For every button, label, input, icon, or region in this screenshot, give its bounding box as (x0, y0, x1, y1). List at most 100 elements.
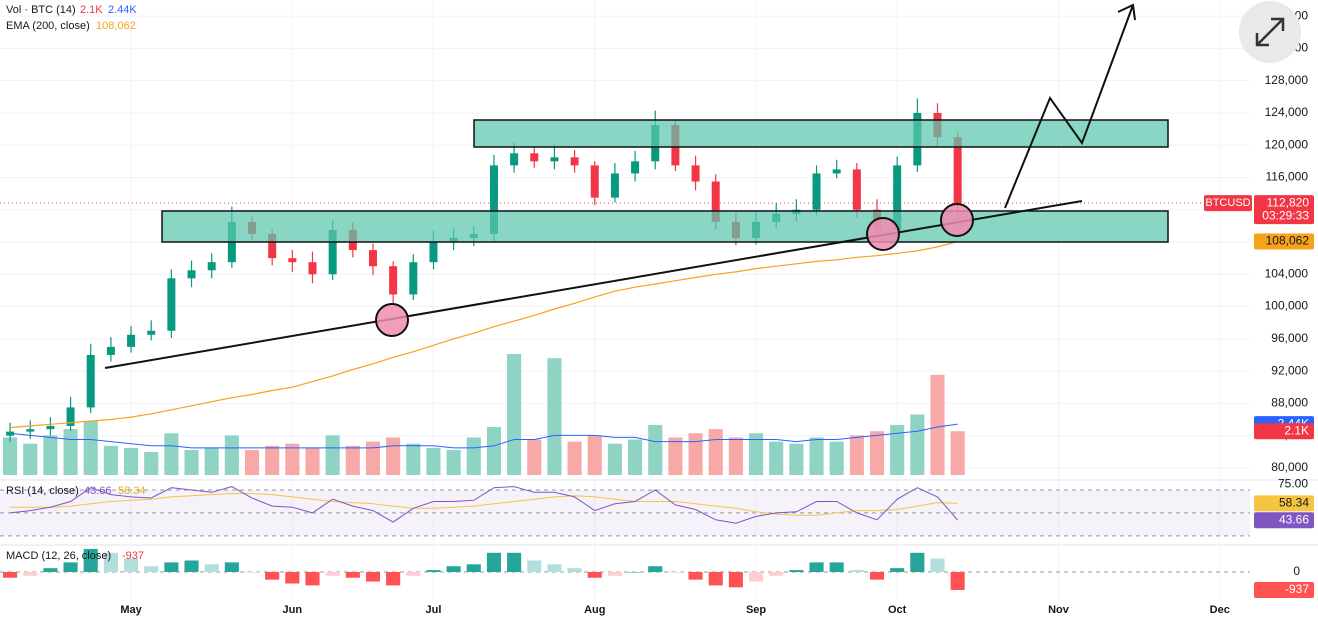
expand-icon[interactable] (1255, 17, 1285, 47)
candle-body (953, 137, 962, 204)
candle-body (550, 157, 559, 162)
y-tick-label: 116,000 (1266, 170, 1309, 184)
volume-bar (3, 437, 18, 475)
grid (0, 0, 1318, 600)
macd-histogram-bar (325, 571, 340, 576)
volume-bar (43, 435, 58, 475)
y-tick-label: 0 (1293, 564, 1300, 578)
candle-body (106, 346, 115, 355)
volume-bar (668, 437, 683, 475)
macd-badge-bg (1254, 581, 1314, 598)
macd-histogram-bar (386, 571, 401, 586)
macd-histogram-bar (708, 571, 723, 586)
macd-histogram-bar (607, 571, 622, 576)
candle-body (832, 169, 841, 174)
macd-histogram-bar (123, 558, 139, 572)
volume-bar (305, 447, 320, 475)
x-tick-label: May (120, 604, 142, 616)
candle-body (610, 173, 619, 198)
candle-body (530, 153, 539, 162)
candle-body (389, 266, 398, 295)
macd-histogram-bar (426, 570, 441, 572)
macd-histogram-bar (547, 564, 562, 572)
macd-histogram-bar (406, 571, 421, 576)
fullscreen-button[interactable] (1239, 1, 1301, 63)
macd-histogram-bar (63, 562, 78, 572)
projection-arrow (1004, 4, 1134, 209)
macd-histogram-bar (144, 566, 159, 572)
x-tick-label: Oct (888, 604, 907, 616)
macd-histogram-bar (628, 571, 643, 573)
ema-badge-bg (1254, 233, 1314, 250)
volume-value: 2.1K (80, 4, 103, 16)
rsi-ma-badge: 58.34 (1279, 496, 1309, 510)
rsi-badge: 43.66 (1279, 512, 1309, 526)
rsi-line (10, 486, 959, 524)
symbol-badge: BTCUSD (1205, 197, 1250, 209)
arrow-head (1117, 3, 1136, 21)
rsi-badge-bg (1254, 512, 1314, 529)
macd-histogram-bar (446, 566, 461, 572)
volume-bar (607, 443, 622, 475)
macd-histogram-bar (345, 571, 360, 578)
y-tick-label: 96,000 (1271, 331, 1308, 345)
volume-bar (809, 437, 824, 475)
candle-body (268, 233, 277, 259)
volume-bar (345, 445, 360, 475)
macd-histogram-bar (103, 552, 118, 572)
touch-point (940, 203, 974, 237)
volume-bar (688, 433, 703, 475)
candle-body (893, 165, 902, 230)
candle-body (570, 157, 579, 166)
candle-body (288, 258, 297, 263)
symbol-badge-bg (1204, 195, 1252, 212)
volume-bar (365, 441, 381, 475)
y-tick-label: 120,000 (1265, 137, 1309, 151)
candle-body (711, 181, 720, 222)
trendline (104, 200, 1083, 369)
volume-bar (83, 420, 98, 475)
x-tick-label: Dec (1210, 604, 1230, 616)
y-tick-label: 128,000 (1265, 73, 1309, 87)
volume-bar (446, 449, 461, 475)
volume-bar (325, 435, 340, 475)
x-tick-label: Jun (283, 604, 303, 616)
candle-body (167, 278, 176, 331)
macd-histogram-bar (83, 548, 98, 572)
candle-body (86, 354, 95, 408)
x-tick-label: Sep (746, 604, 766, 616)
macd-value: -937 (122, 550, 144, 562)
countdown: 03:29:33 (1262, 208, 1309, 222)
x-tick-label: Nov (1048, 604, 1070, 616)
last-price-badge-bg (1254, 195, 1314, 225)
candle-body (187, 270, 196, 279)
volume-bar (628, 439, 643, 475)
volume-bar (950, 431, 965, 475)
volume-bar (63, 429, 78, 475)
volume-bar (567, 441, 582, 475)
candle-body (812, 173, 821, 210)
support-zone (161, 210, 1169, 243)
volume-bar (466, 437, 481, 475)
volume-ma-value: 2.44K (108, 4, 137, 16)
rsi-title: RSI (14, close) (6, 485, 79, 497)
rsi-ma-value: 58.34 (118, 485, 146, 497)
macd-histogram-bar (204, 564, 219, 572)
rsi-ma-badge-bg (1254, 495, 1314, 512)
touch-point (375, 303, 409, 337)
candle-body (328, 229, 337, 275)
labels: MayJunJulAugSepOctNovDec80,00084,00088,0… (120, 8, 1314, 616)
volume-bar (789, 443, 804, 475)
macd-histogram-bar (910, 552, 925, 572)
candle-body (429, 242, 438, 263)
candle-body (127, 334, 136, 347)
macd-badge: -937 (1285, 582, 1309, 596)
candle-body (46, 425, 55, 430)
volume-bar (224, 435, 239, 475)
ema-value: 108,062 (96, 20, 136, 32)
y-tick-label: 124,000 (1265, 105, 1309, 119)
macd-histogram-bar (265, 571, 280, 580)
candle-body (368, 250, 377, 267)
candle-body (409, 262, 418, 295)
